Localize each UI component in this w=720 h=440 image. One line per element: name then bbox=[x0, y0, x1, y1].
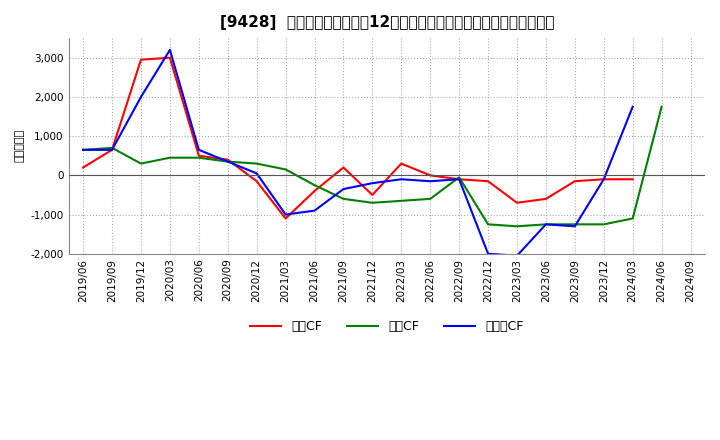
営業CF bbox=[282, 216, 290, 221]
営業CF bbox=[629, 176, 637, 182]
営業CF bbox=[78, 165, 87, 170]
フリーCF bbox=[570, 224, 579, 229]
投資CF bbox=[397, 198, 405, 203]
投資CF bbox=[600, 222, 608, 227]
投資CF bbox=[310, 183, 319, 188]
フリーCF bbox=[310, 208, 319, 213]
投資CF bbox=[484, 222, 492, 227]
フリーCF bbox=[339, 187, 348, 192]
投資CF bbox=[282, 167, 290, 172]
投資CF bbox=[78, 147, 87, 153]
営業CF bbox=[484, 179, 492, 184]
営業CF bbox=[600, 176, 608, 182]
営業CF bbox=[426, 172, 435, 178]
投資CF bbox=[513, 224, 521, 229]
フリーCF bbox=[368, 180, 377, 186]
Y-axis label: （百万円）: （百万円） bbox=[15, 129, 25, 162]
投資CF bbox=[194, 155, 203, 160]
投資CF bbox=[339, 196, 348, 202]
投資CF bbox=[137, 161, 145, 166]
投資CF bbox=[252, 161, 261, 166]
フリーCF bbox=[252, 171, 261, 176]
フリーCF bbox=[223, 159, 232, 164]
フリーCF bbox=[137, 94, 145, 99]
投資CF bbox=[657, 104, 666, 110]
投資CF bbox=[426, 196, 435, 202]
営業CF bbox=[541, 196, 550, 202]
フリーCF bbox=[194, 147, 203, 153]
フリーCF bbox=[600, 176, 608, 182]
Title: [9428]  キャッシュフローの12か月移動合計の対前年同期増減額の推移: [9428] キャッシュフローの12か月移動合計の対前年同期増減額の推移 bbox=[220, 15, 554, 30]
フリーCF bbox=[455, 176, 464, 182]
投資CF bbox=[629, 216, 637, 221]
営業CF bbox=[513, 200, 521, 205]
投資CF bbox=[368, 200, 377, 205]
フリーCF bbox=[426, 179, 435, 184]
フリーCF bbox=[629, 104, 637, 110]
Line: 投資CF: 投資CF bbox=[83, 107, 662, 226]
投資CF bbox=[166, 155, 174, 160]
フリーCF bbox=[397, 176, 405, 182]
営業CF bbox=[397, 161, 405, 166]
Line: フリーCF: フリーCF bbox=[83, 50, 633, 256]
フリーCF bbox=[108, 147, 117, 153]
フリーCF bbox=[541, 222, 550, 227]
営業CF bbox=[570, 179, 579, 184]
営業CF bbox=[166, 55, 174, 60]
営業CF bbox=[252, 179, 261, 184]
フリーCF bbox=[166, 47, 174, 52]
投資CF bbox=[455, 175, 464, 180]
フリーCF bbox=[78, 147, 87, 153]
営業CF bbox=[108, 147, 117, 153]
営業CF bbox=[339, 165, 348, 170]
Line: 営業CF: 営業CF bbox=[83, 58, 633, 219]
Legend: 営業CF, 投資CF, フリーCF: 営業CF, 投資CF, フリーCF bbox=[245, 315, 528, 338]
投資CF bbox=[223, 159, 232, 164]
営業CF bbox=[310, 188, 319, 194]
営業CF bbox=[368, 192, 377, 198]
フリーCF bbox=[484, 251, 492, 257]
営業CF bbox=[137, 57, 145, 62]
フリーCF bbox=[282, 212, 290, 217]
営業CF bbox=[223, 157, 232, 162]
投資CF bbox=[570, 222, 579, 227]
投資CF bbox=[108, 145, 117, 150]
営業CF bbox=[194, 153, 203, 158]
投資CF bbox=[541, 222, 550, 227]
フリーCF bbox=[513, 253, 521, 258]
営業CF bbox=[455, 176, 464, 182]
